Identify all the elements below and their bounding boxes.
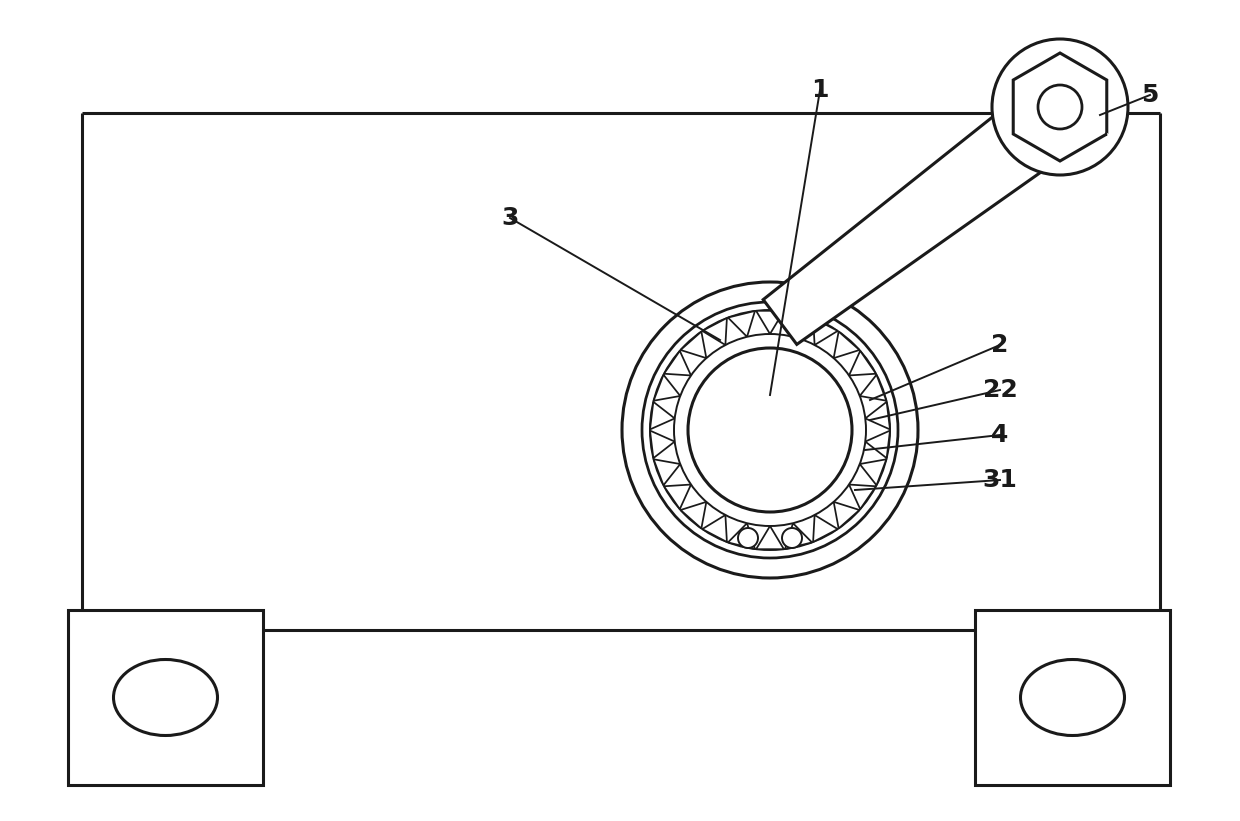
Polygon shape [833, 502, 859, 529]
Polygon shape [756, 311, 784, 334]
Text: 2: 2 [991, 333, 1008, 357]
Polygon shape [663, 484, 691, 509]
Text: 1: 1 [811, 78, 828, 102]
Bar [68, 610, 263, 785]
Polygon shape [849, 351, 875, 375]
Circle shape [642, 302, 898, 558]
Polygon shape [866, 430, 890, 458]
Polygon shape [653, 374, 681, 401]
Bar [975, 610, 1171, 785]
Polygon shape [681, 332, 707, 358]
Text: 3: 3 [501, 206, 518, 230]
Circle shape [738, 528, 758, 548]
Ellipse shape [1021, 659, 1125, 736]
Polygon shape [653, 459, 681, 485]
Polygon shape [702, 515, 727, 542]
Polygon shape [813, 318, 838, 345]
Circle shape [688, 348, 852, 512]
Text: 5: 5 [1141, 83, 1158, 107]
Text: 31: 31 [982, 468, 1018, 492]
Circle shape [622, 282, 918, 578]
Polygon shape [763, 85, 1079, 344]
Polygon shape [663, 351, 691, 375]
Polygon shape [650, 401, 675, 429]
Circle shape [675, 334, 866, 526]
Polygon shape [785, 523, 812, 549]
Polygon shape [1013, 53, 1107, 161]
Ellipse shape [114, 659, 217, 736]
Polygon shape [702, 318, 727, 345]
Polygon shape [728, 311, 755, 337]
Polygon shape [650, 430, 675, 458]
Polygon shape [756, 526, 784, 549]
Polygon shape [728, 523, 755, 549]
Circle shape [782, 528, 802, 548]
Polygon shape [866, 401, 890, 429]
Text: 4: 4 [991, 423, 1008, 447]
Circle shape [992, 39, 1128, 175]
Text: 22: 22 [982, 378, 1017, 402]
Polygon shape [833, 332, 859, 358]
Polygon shape [849, 484, 875, 509]
Polygon shape [785, 311, 812, 337]
Polygon shape [681, 502, 707, 529]
Polygon shape [859, 459, 887, 485]
Polygon shape [813, 515, 838, 542]
Circle shape [650, 310, 890, 550]
Circle shape [1038, 85, 1083, 129]
Polygon shape [859, 374, 887, 401]
